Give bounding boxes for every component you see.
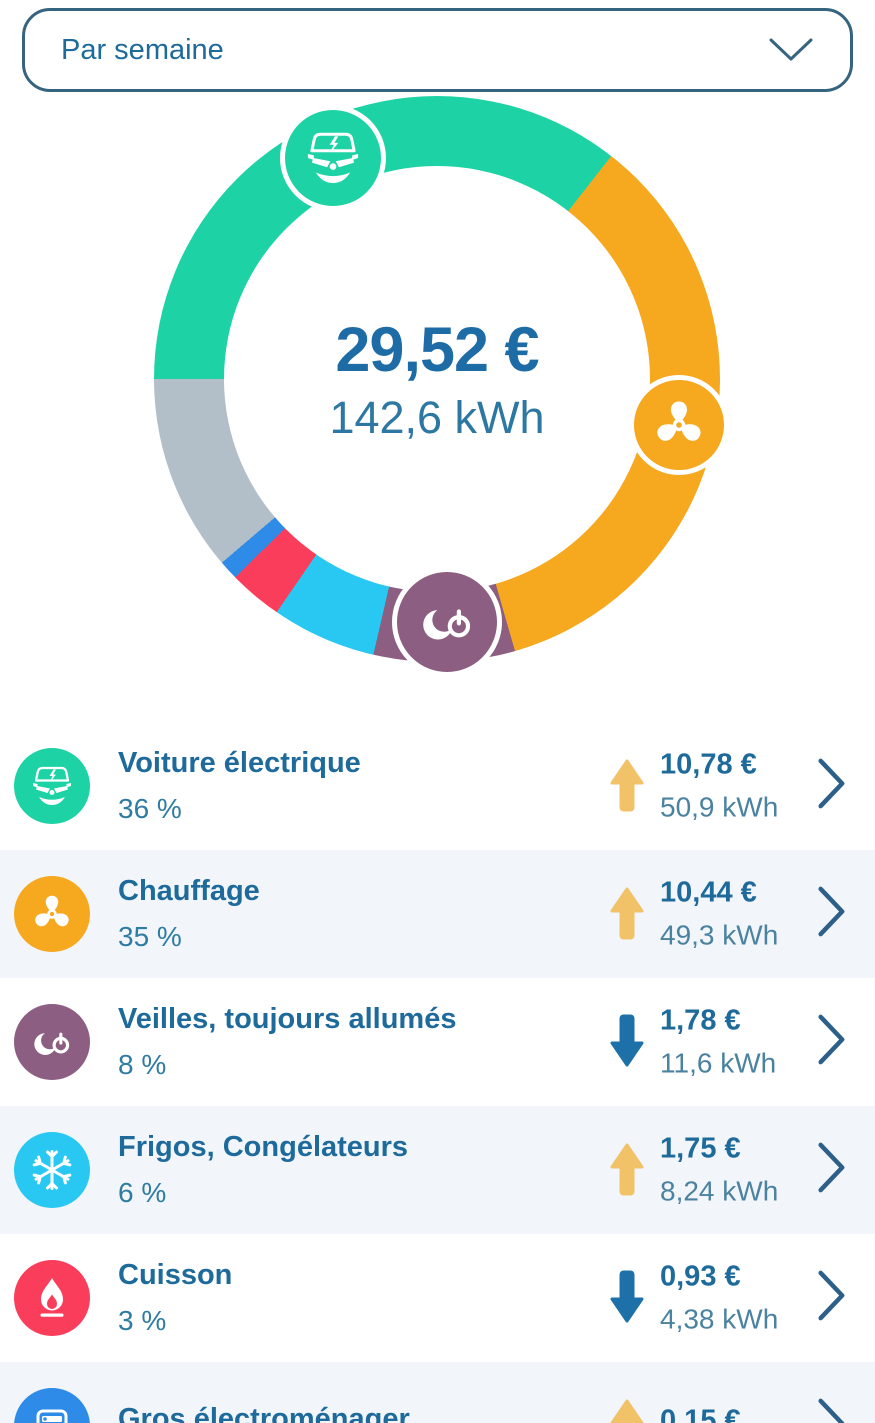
total-cost: 29,52 € (335, 315, 539, 385)
chevron-right-icon[interactable] (815, 1270, 849, 1327)
category-cost: 0,15 € (660, 1404, 741, 1423)
category-name: Voiture électrique (118, 747, 361, 779)
category-cost: 10,78 € (660, 748, 757, 781)
category-cost: 10,44 € (660, 876, 757, 909)
consumption-donut-chart: 29,52 € 142,6 kWh (154, 96, 729, 677)
heating-fan-icon (14, 876, 90, 952)
category-percent: 6 % (118, 1177, 167, 1208)
flame-icon (14, 1260, 90, 1336)
heating-fan-icon (629, 375, 729, 475)
row-chauffage[interactable]: Chauffage 35 % 10,44 € 49,3 kWh (0, 850, 875, 978)
snowflake-icon (14, 1132, 90, 1208)
period-selector[interactable]: Par semaine (22, 8, 853, 92)
chevron-right-icon[interactable] (815, 1014, 849, 1071)
category-energy: 50,9 kWh (660, 791, 779, 823)
chevron-right-icon[interactable] (815, 1398, 849, 1423)
trend-arrow-icon (608, 1013, 648, 1071)
category-percent: 36 % (118, 793, 182, 824)
donut-center-totals: 29,52 € 142,6 kWh (154, 96, 720, 662)
trend-arrow-icon (608, 885, 648, 943)
row-frigos[interactable]: Frigos, Congélateurs 6 % 1,75 € 8,24 kWh (0, 1106, 875, 1234)
chevron-right-icon[interactable] (815, 758, 849, 815)
category-cost: 1,78 € (660, 1004, 741, 1037)
standby-moon-power-icon (392, 567, 502, 677)
row-veilles[interactable]: Veilles, toujours allumés 8 % 1,78 € 11,… (0, 978, 875, 1106)
category-name: Frigos, Congélateurs (118, 1131, 409, 1163)
chevron-down-icon (769, 38, 813, 61)
electric-car-icon (14, 748, 90, 824)
chevron-right-icon[interactable] (815, 1142, 849, 1199)
trend-arrow-icon (608, 1269, 648, 1327)
electric-car-icon (280, 105, 386, 211)
total-energy: 142,6 kWh (329, 392, 545, 443)
period-selector-value: Par semaine (61, 33, 224, 66)
category-cost: 1,75 € (660, 1132, 741, 1165)
row-gros-electromenager[interactable]: Gros électroménager 0,15 € (0, 1362, 875, 1423)
chevron-right-icon[interactable] (815, 886, 849, 943)
category-name: Chauffage (118, 875, 260, 907)
trend-arrow-icon (608, 757, 648, 815)
row-voiture-electrique[interactable]: Voiture électrique 36 % 10,78 € 50,9 kWh (0, 722, 875, 850)
trend-arrow-icon (608, 1141, 648, 1199)
category-energy: 11,6 kWh (660, 1047, 777, 1079)
category-energy: 4,38 kWh (660, 1303, 779, 1335)
category-name: Cuisson (118, 1259, 233, 1291)
washing-machine-icon (14, 1388, 90, 1423)
category-name: Veilles, toujours allumés (118, 1003, 457, 1035)
category-list: Voiture électrique 36 % 10,78 € 50,9 kWh (0, 722, 875, 1423)
category-percent: 3 % (118, 1305, 167, 1336)
category-percent: 8 % (118, 1049, 167, 1080)
standby-moon-power-icon (14, 1004, 90, 1080)
category-cost: 0,93 € (660, 1260, 741, 1293)
category-name: Gros électroménager (118, 1403, 410, 1423)
donut-hole (224, 166, 650, 592)
category-energy: 8,24 kWh (660, 1175, 779, 1207)
row-cuisson[interactable]: Cuisson 3 % 0,93 € 4,38 kWh (0, 1234, 875, 1362)
trend-arrow-icon (608, 1397, 648, 1423)
category-percent: 35 % (118, 921, 182, 952)
category-energy: 49,3 kWh (660, 919, 779, 951)
